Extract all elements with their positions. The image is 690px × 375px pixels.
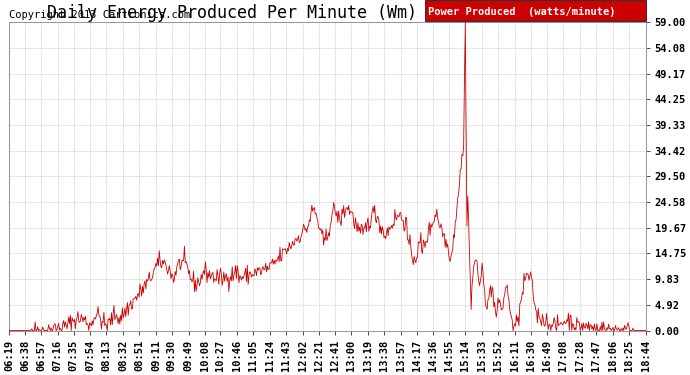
Text: Power Produced  (watts/minute): Power Produced (watts/minute) [428, 6, 615, 16]
Title: Daily Energy Produced Per Minute (Wm)  Mon Apr 15  18:59: Daily Energy Produced Per Minute (Wm) Mo… [48, 4, 607, 22]
Text: Copyright 2013 Cartronics.com: Copyright 2013 Cartronics.com [9, 10, 190, 20]
